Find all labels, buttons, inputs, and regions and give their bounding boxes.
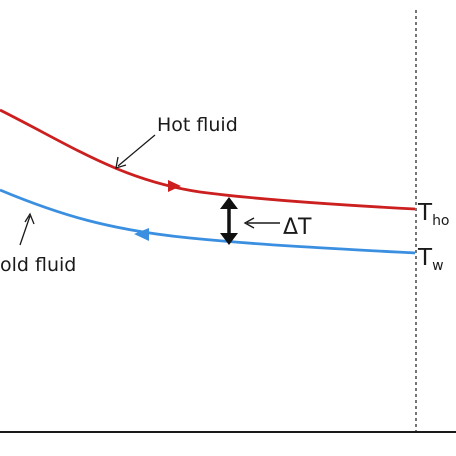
hot-fluid-curve <box>0 108 416 211</box>
arrowhead-right-icon <box>168 180 181 192</box>
t-cold-outlet-label: Tw <box>417 245 444 274</box>
t-cold-outlet-subscript: w <box>432 258 443 274</box>
cold-fluid-curve <box>0 188 416 255</box>
cold-fluid-label: old fluid <box>0 254 76 276</box>
t-hot-outlet-subscript: ho <box>432 213 449 229</box>
arrowhead-left-icon <box>134 228 149 241</box>
delta-t-label: ΔT <box>283 215 312 240</box>
delta-t-leader-arrow <box>243 217 280 229</box>
hot-fluid-leader-arrow <box>115 134 156 169</box>
t-hot-outlet-label: Tho <box>417 200 450 229</box>
cold-fluid-leader-arrow <box>19 212 35 246</box>
hot-fluid-label: Hot fluid <box>157 114 238 136</box>
double-arrow-vertical-icon <box>220 197 238 245</box>
